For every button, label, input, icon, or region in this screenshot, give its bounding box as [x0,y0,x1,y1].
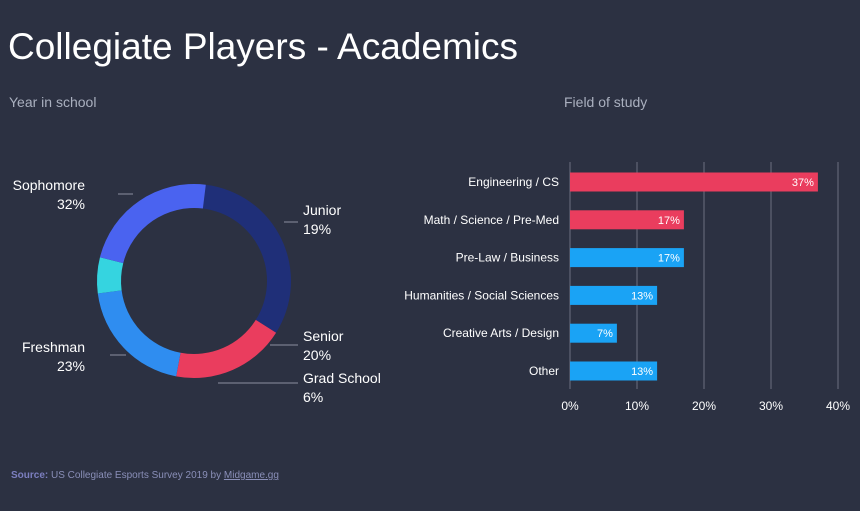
source-note: Source: US Collegiate Esports Survey 201… [11,470,279,481]
x-tick-label: 20% [692,399,716,413]
bar-value-label: 13% [631,290,653,302]
bar [570,172,818,192]
donut-slice-senior [97,290,181,377]
slice-value-freshman: 23% [57,358,85,374]
slice-label-freshman: Freshman [22,339,85,355]
chart-title: Collegiate Players - Academics [8,26,518,67]
donut-slice-grad-school [96,257,124,294]
bar-value-label: 13% [631,366,653,378]
x-tick-label: 10% [625,399,649,413]
bar-value-label: 17% [658,215,680,227]
bar-value-label: 7% [597,328,613,340]
slice-value-junior: 19% [303,221,331,237]
category-label: Creative Arts / Design [443,326,559,340]
donut-slice-junior [176,319,277,378]
bar-value-label: 17% [658,253,680,265]
category-label: Pre-Law / Business [456,251,559,265]
bar [570,323,617,343]
source-text: US Collegiate Esports Survey 2019 by [51,470,222,481]
bar [570,210,684,230]
bar-value-label: 37% [792,177,814,189]
x-tick-label: 30% [759,399,783,413]
x-tick-label: 0% [561,399,579,413]
slice-label-junior: Junior [303,202,341,218]
bar-chart-title: Field of study [564,94,648,110]
x-tick-label: 40% [826,399,850,413]
slice-value-sophomore: 32% [57,196,85,212]
slice-value-grad-school: 6% [303,389,323,405]
slice-label-sophomore: Sophomore [13,177,86,193]
category-label: Math / Science / Pre-Med [424,213,559,227]
bar [570,361,658,381]
donut-chart-title: Year in school [9,94,97,110]
category-label: Other [529,364,559,378]
source-link[interactable]: Midgame.gg [223,470,279,481]
source-label: Source: [11,470,49,481]
slice-value-senior: 20% [303,347,331,363]
donut-slice-freshman [99,184,206,264]
donut-slice-sophomore [202,184,291,333]
bar [570,285,658,305]
bar [570,248,684,268]
slice-label-senior: Senior [303,328,344,344]
category-label: Engineering / CS [468,175,559,189]
slice-label-grad-school: Grad School [303,370,381,386]
category-label: Humanities / Social Sciences [404,288,559,302]
